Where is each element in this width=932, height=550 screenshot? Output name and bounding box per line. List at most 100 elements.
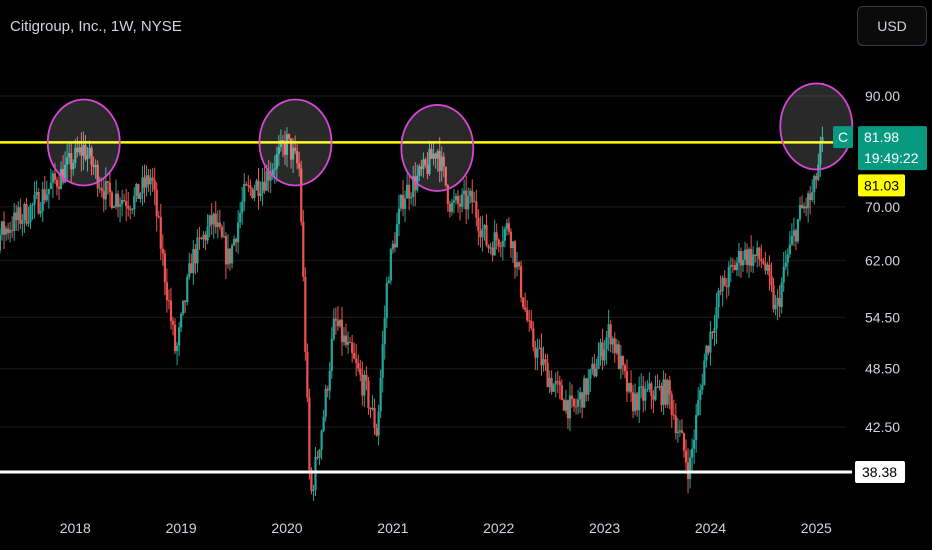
candle-body-374	[729, 265, 732, 267]
candle-body-419	[821, 137, 824, 143]
candle-body-70	[110, 192, 114, 209]
candle-body-366	[713, 328, 716, 333]
candle-body-163	[300, 168, 303, 222]
candle-body-145	[263, 181, 266, 191]
candle-body-390	[762, 261, 765, 264]
candle-body-239	[454, 195, 458, 201]
candle-body-331	[642, 386, 645, 401]
candle-body-190	[355, 358, 358, 364]
candle-body-75	[121, 200, 124, 205]
candle-body-247	[471, 190, 474, 203]
grid	[0, 95, 846, 428]
candle-body-88	[147, 175, 150, 185]
last-price-tag	[858, 126, 927, 171]
candle-body-31	[31, 204, 34, 206]
candle-body-95	[161, 248, 164, 254]
candle-body-166	[306, 352, 309, 398]
candle-body-41	[51, 173, 54, 183]
last-price-label: 81.98	[864, 129, 899, 145]
candle-body-382	[745, 249, 749, 266]
candle-body-100	[171, 320, 175, 325]
candle-body-324	[627, 383, 631, 392]
candle-body-54	[78, 147, 81, 153]
candle-body-388	[758, 247, 761, 260]
candle-body-102	[175, 345, 179, 352]
candle-body-132	[237, 222, 240, 243]
candle-body-167	[308, 397, 311, 470]
candle-body-231	[438, 151, 441, 171]
candle-body-391	[764, 263, 767, 271]
candle-body-415	[813, 175, 816, 193]
candle-body-86	[143, 177, 146, 188]
candle-body-180	[334, 318, 337, 321]
candle-body-301	[581, 392, 584, 408]
candle-body-356	[693, 439, 696, 449]
candle-body-279	[536, 348, 539, 358]
candle-body-175	[324, 388, 327, 417]
y-tick-label-4: 48.50	[865, 361, 900, 377]
candle-body-171	[316, 456, 319, 458]
candle-body-270	[517, 262, 521, 267]
candle-body-91	[153, 180, 156, 190]
candle-body-120	[212, 213, 215, 225]
candle-body-158	[289, 138, 293, 160]
y-axis: 90.00 70.00 62.00 54.50 48.50 42.50	[865, 88, 900, 435]
candle-body-74	[118, 204, 122, 207]
candle-body-172	[318, 449, 321, 458]
candle-body-387	[756, 247, 759, 256]
candle-body-223	[422, 159, 425, 170]
candle-body-138	[249, 185, 252, 189]
candle-body-188	[351, 342, 354, 353]
candle-body-402	[786, 254, 789, 263]
candle-body-250	[477, 217, 480, 231]
candle-body-317	[613, 338, 616, 354]
candle-body-328	[636, 393, 639, 411]
candle-body-227	[430, 148, 433, 159]
candle-body-133	[239, 212, 242, 223]
candle-body-38	[45, 194, 48, 201]
candle-body-65	[100, 187, 103, 191]
candle-body-77	[125, 201, 128, 207]
candle-body-208	[391, 243, 394, 250]
candle-body-94	[159, 217, 162, 249]
candle-body-168	[310, 469, 313, 492]
candle-body-76	[123, 200, 126, 202]
candle-body-96	[163, 253, 166, 283]
currency-button[interactable]: USD	[857, 6, 927, 46]
candle-body-173	[320, 430, 323, 450]
candle-body-337	[654, 386, 657, 400]
candle-body-373	[727, 266, 730, 288]
candle-body-287	[552, 384, 555, 392]
y-tick-label-5: 42.50	[865, 419, 900, 435]
candle-body-165	[304, 276, 307, 353]
candle-body-218	[412, 176, 415, 197]
candle-body-350	[680, 430, 684, 434]
candle-body-15	[0, 234, 2, 251]
candle-body-311	[601, 342, 604, 361]
candle-body-85	[141, 177, 144, 194]
candle-body-89	[149, 177, 152, 185]
candle-body-206	[387, 280, 390, 284]
candle-body-130	[232, 238, 236, 246]
candle-body-263	[503, 228, 506, 241]
candle-body-219	[414, 176, 417, 191]
x-axis: 2018 2019 2020 2021 2022 2023 2024 2025	[60, 520, 832, 536]
candle-body-358	[697, 400, 700, 415]
candle-body-150	[273, 168, 276, 171]
candle-body-146	[265, 171, 268, 191]
symbol-tag	[833, 126, 853, 149]
candle-body-354	[688, 457, 692, 480]
candle-body-52	[74, 147, 77, 163]
candle-body-25	[19, 207, 22, 224]
candle-body-71	[112, 206, 116, 209]
candle-body-214	[403, 198, 407, 209]
candle-body-29	[27, 221, 30, 224]
candle-body-22	[13, 212, 16, 231]
candle-body-193	[361, 374, 364, 396]
candle-body-297	[572, 398, 576, 407]
candle-body-334	[648, 383, 651, 389]
candle-body-177	[328, 371, 331, 391]
candle-body-362	[705, 345, 708, 361]
candle-body-368	[717, 290, 720, 308]
